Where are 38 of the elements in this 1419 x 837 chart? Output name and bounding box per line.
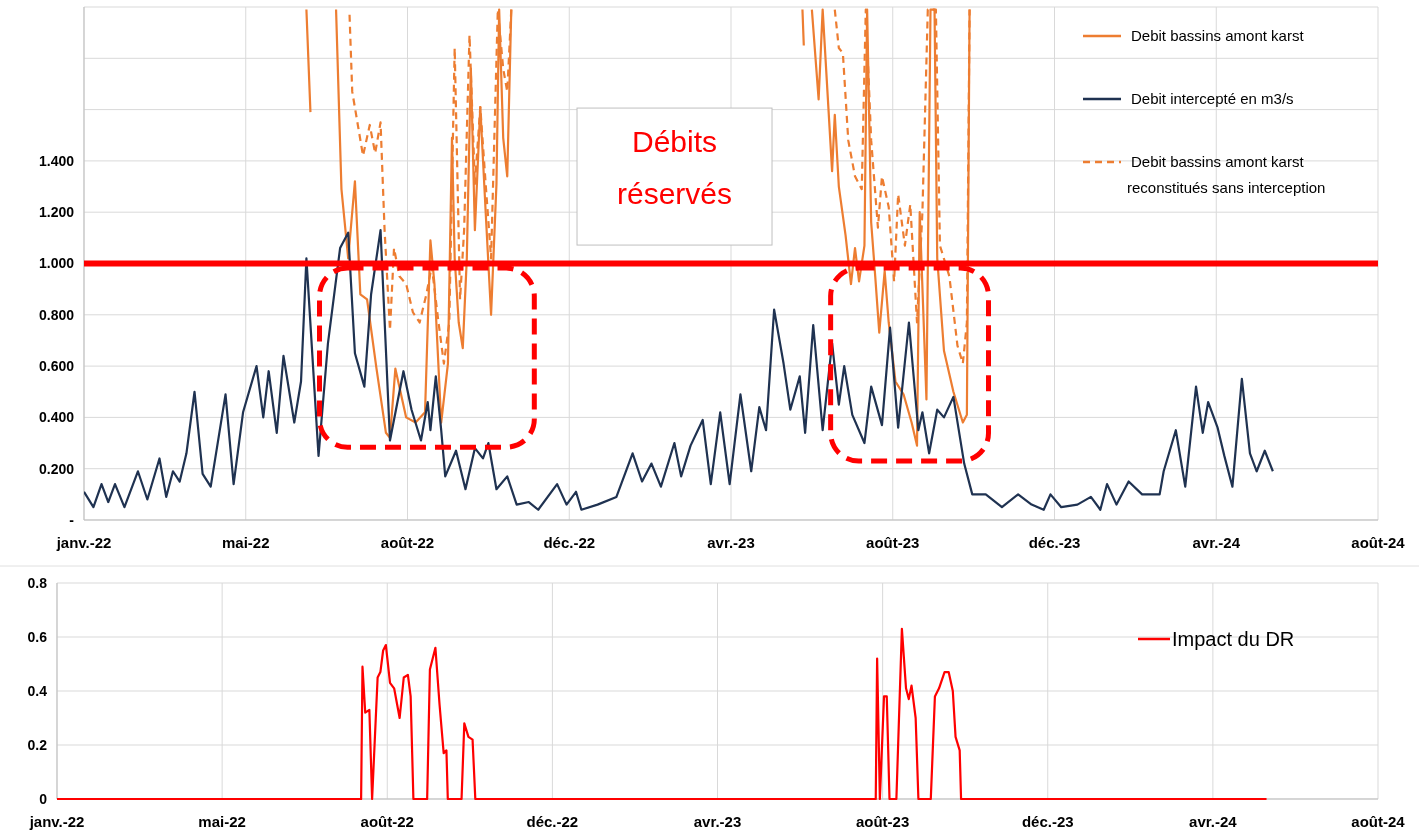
x-tick-label: août-24 [1351,813,1406,830]
legend-label: Impact du DR [1172,628,1295,650]
y-tick-label: - [69,511,75,528]
y-tick-label: 0.800 [38,306,75,323]
y-tick-label: 0 [39,790,48,807]
legend-label: Debit intercepté en m3/s [1131,90,1294,108]
x-tick-label: août-23 [866,534,920,551]
y-tick-label: 0.400 [38,409,75,426]
x-tick-label: déc.-22 [543,534,596,551]
x-tick-label: août-24 [1351,534,1406,551]
y-tick-label: 0.2 [27,736,48,753]
y-tick-label: 1.400 [38,152,75,169]
x-tick-label: avr.-24 [1189,813,1238,830]
legend-label: Debit bassins amont karst [1131,27,1305,45]
y-tick-label: 1.000 [38,255,75,272]
y-tick-label: 0.8 [27,574,48,591]
x-tick-label: avr.-24 [1192,534,1241,551]
x-tick-label: janv.-22 [55,534,112,551]
line-series [84,229,1274,511]
line-series [57,627,1268,800]
x-tick-label: août-23 [855,813,910,830]
x-tick-label: août-22 [360,813,414,830]
x-tick-label: déc.-23 [1021,813,1074,830]
x-tick-label: avr.-23 [707,534,755,551]
x-tick-label: avr.-23 [693,813,742,830]
x-tick-label: mai-22 [198,813,246,830]
x-tick-label: mai-22 [221,534,270,551]
y-tick-label: 1.200 [38,204,75,221]
legend-label: Debit bassins amont karst reconstitués sans interception [1127,153,1326,197]
y-tick-label: 0.6 [27,628,48,645]
y-tick-label: 0.600 [38,358,75,374]
y-tick-label: 0.4 [27,682,48,699]
x-tick-label: août-22 [380,534,435,551]
x-tick-label: janv.-22 [28,813,85,830]
annotation: Débits réservés [616,125,733,211]
x-tick-label: déc.-22 [526,813,579,830]
x-tick-label: déc.-23 [1028,534,1081,551]
y-tick-label: 0.200 [38,460,75,477]
